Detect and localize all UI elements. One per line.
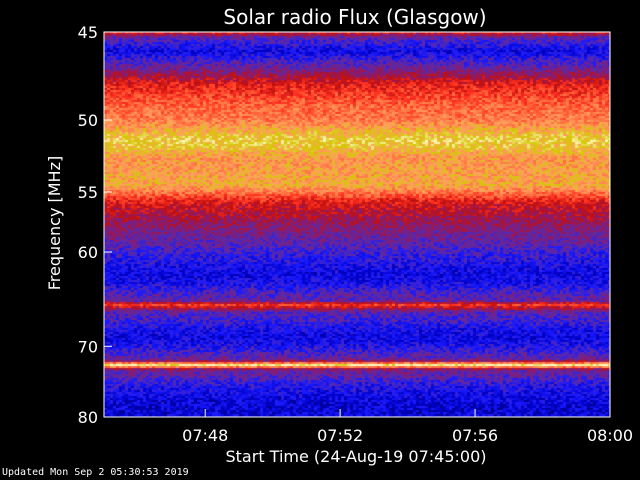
y-axis: 45 50 55 60 70 80 xyxy=(78,23,112,427)
x-tick-label: 07:48 xyxy=(182,426,228,445)
plot-frame xyxy=(103,31,611,418)
heatmap-plot-area xyxy=(104,32,610,417)
spectrogram-image xyxy=(104,32,610,417)
y-tick-label: 55 xyxy=(78,183,98,202)
updated-timestamp: Updated Mon Sep 2 05:30:53 2019 xyxy=(2,467,189,478)
x-tick-label: 08:00 xyxy=(587,426,633,445)
x-tick-label: 07:56 xyxy=(452,426,498,445)
y-axis-label: Frequency [MHz] xyxy=(45,156,64,290)
y-tick-label: 80 xyxy=(78,408,98,427)
y-tick-label: 70 xyxy=(78,337,98,356)
y-tick-label: 45 xyxy=(78,23,98,42)
x-axis: 07:48 07:52 07:56 08:00 xyxy=(182,409,633,445)
y-tick-label: 50 xyxy=(78,111,98,130)
x-tick-label: 07:52 xyxy=(317,426,363,445)
y-tick-label: 60 xyxy=(78,243,98,262)
x-axis-label: Start Time (24-Aug-19 07:45:00) xyxy=(226,447,487,466)
chart-title: Solar radio Flux (Glasgow) xyxy=(223,5,486,29)
